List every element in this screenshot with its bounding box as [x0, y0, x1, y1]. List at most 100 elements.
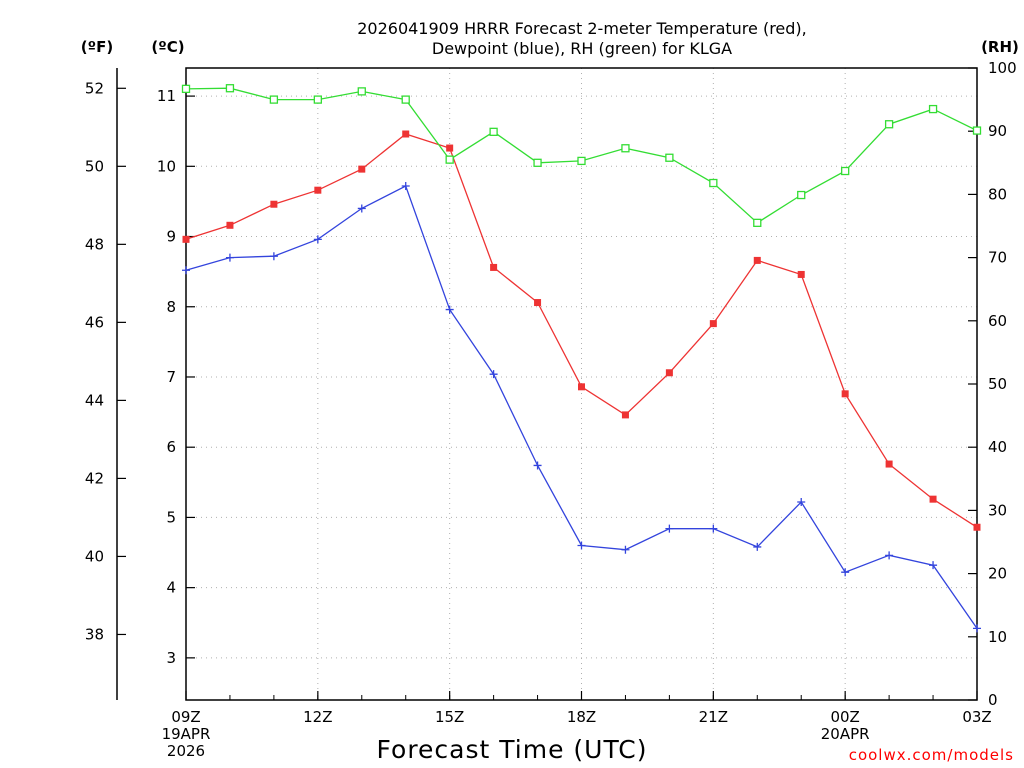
dewpoint-point — [709, 524, 718, 533]
dewpoint-point — [225, 253, 234, 262]
credit-text: coolwx.com/models — [849, 746, 1014, 764]
rh-point — [577, 156, 586, 166]
time-tick-label: 09Z — [171, 708, 200, 726]
time-tick-label: 19APR — [162, 725, 211, 743]
celsius-tick-label: 10 — [157, 157, 176, 175]
temperature-point — [885, 460, 893, 468]
celsius-axis: 3 4 5 6 7 8 9 10 11 — [157, 87, 195, 667]
temperature-point — [270, 200, 278, 208]
rh-point — [533, 158, 542, 167]
temperature-point — [578, 383, 585, 391]
dewpoint-point — [973, 624, 981, 633]
temperature-point — [665, 369, 673, 377]
celsius-tick-label: 9 — [166, 228, 176, 246]
rh-point — [401, 95, 410, 104]
fahrenheit-tick-label: 46 — [85, 313, 104, 331]
rh-point — [753, 218, 762, 227]
dewpoint-point — [841, 568, 850, 577]
rh-point — [841, 166, 850, 176]
rh-tick-label: 30 — [988, 501, 1007, 519]
rh-tick-label: 60 — [988, 312, 1007, 330]
dewpoint-point — [885, 551, 894, 560]
temperature-point — [973, 523, 981, 531]
rh-point — [972, 126, 982, 135]
dewpoint-point — [182, 266, 190, 275]
temperature-point — [490, 263, 498, 271]
rh-tick-label: 80 — [988, 185, 1007, 203]
temperature-point — [358, 165, 366, 173]
rh-tick-label: 0 — [988, 691, 998, 709]
time-tick-label: 2026 — [167, 742, 205, 760]
rh-point — [797, 190, 806, 200]
rh-tick-label: 20 — [988, 565, 1007, 583]
rh-tick-label: 70 — [988, 249, 1007, 267]
fahrenheit-tick-label: 50 — [85, 157, 104, 175]
time-tick-label: 00Z — [830, 708, 859, 726]
time-tick-label: 03Z — [962, 708, 991, 726]
dewpoint-point — [533, 461, 542, 470]
rh-axis: 0 10 20 30 40 50 60 70 80 90 100 — [968, 59, 1017, 709]
chart-title-line-2: Dewpoint (blue), RH (green) for KLGA — [432, 39, 732, 58]
rh-tick-label: 100 — [988, 59, 1017, 77]
rh-point — [313, 95, 322, 104]
dewpoint-point — [929, 561, 938, 570]
time-tick-label: 12Z — [303, 708, 332, 726]
series-rh — [181, 84, 982, 227]
rh-tick-label: 50 — [988, 375, 1007, 393]
dewpoint-point — [445, 305, 454, 314]
rh-point — [621, 144, 630, 153]
grid-lines — [186, 68, 977, 700]
dewpoint-point — [357, 204, 366, 213]
rh-unit-label: (RH) — [981, 38, 1019, 56]
chart-title-line-1: 2026041909 HRRR Forecast 2-meter Tempera… — [357, 19, 807, 38]
time-tick-label: 18Z — [567, 708, 596, 726]
fahrenheit-tick-label: 38 — [85, 625, 104, 643]
temperature-point — [446, 144, 454, 152]
rh-point — [445, 155, 454, 164]
dewpoint-point — [269, 252, 278, 261]
celsius-tick-label: 5 — [166, 508, 176, 526]
celsius-unit-label: (ºC) — [151, 38, 184, 56]
rh-point — [269, 95, 279, 104]
dewpoint-point — [797, 497, 806, 506]
temperature-point — [709, 320, 717, 328]
fahrenheit-tick-label: 42 — [85, 469, 104, 487]
rh-tick-label: 40 — [988, 438, 1007, 456]
series-layer — [181, 84, 982, 633]
rh-point — [928, 104, 938, 114]
fahrenheit-unit-label: (ºF) — [81, 38, 113, 56]
rh-point — [709, 178, 718, 188]
rh-tick-label: 10 — [988, 628, 1007, 646]
temperature-point — [534, 299, 542, 307]
dewpoint-point — [489, 370, 498, 379]
time-tick-label: 20APR — [821, 725, 870, 743]
rh-point — [884, 120, 894, 129]
fahrenheit-tick-label: 44 — [85, 391, 104, 409]
temperature-point — [621, 411, 629, 419]
temperature-point — [182, 235, 190, 243]
rh-point — [225, 84, 235, 93]
dewpoint-point — [401, 181, 410, 190]
fahrenheit-axis: 38 40 42 44 46 48 50 52 — [85, 79, 126, 643]
series-dewpoint — [182, 181, 981, 633]
celsius-tick-label: 8 — [166, 298, 176, 316]
temperature-point — [929, 495, 937, 503]
time-tick-label: 21Z — [699, 708, 728, 726]
dewpoint-point — [753, 542, 762, 551]
dewpoint-point — [313, 235, 322, 244]
celsius-tick-label: 6 — [166, 438, 176, 456]
dewpoint-point — [665, 524, 674, 533]
dewpoint-point — [621, 545, 630, 554]
rh-point — [489, 127, 498, 136]
dewpoint-line — [185, 185, 978, 629]
temperature-point — [402, 130, 410, 138]
x-axis-label: Forecast Time (UTC) — [377, 735, 648, 764]
fahrenheit-tick-label: 40 — [85, 547, 104, 565]
rh-tick-label: 90 — [988, 122, 1007, 140]
temperature-point — [841, 390, 849, 398]
rh-point — [665, 153, 674, 162]
series-temperature — [182, 130, 981, 531]
celsius-tick-label: 4 — [166, 579, 176, 597]
